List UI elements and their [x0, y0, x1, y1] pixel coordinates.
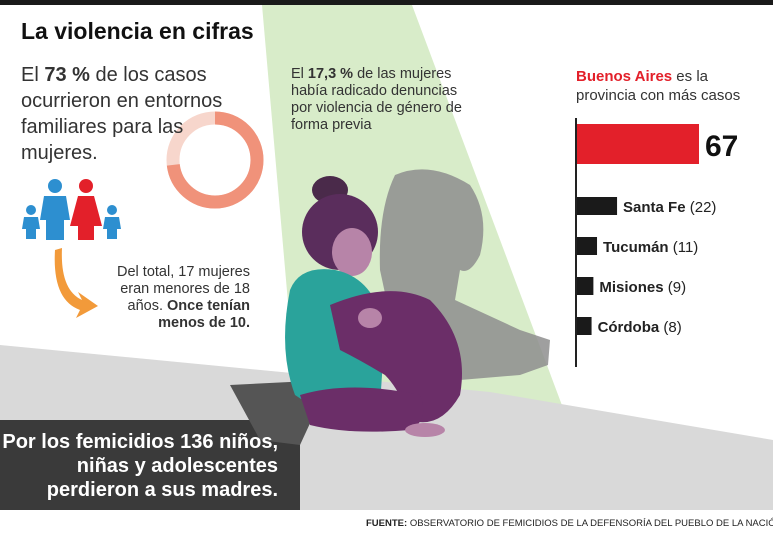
minors-text: Del total, 17 mujeres eran menores de 18…: [117, 264, 250, 331]
bar-category-label: Misiones (9): [599, 279, 686, 296]
bar-c-rdoba: [577, 317, 592, 335]
bar-misiones: [577, 277, 594, 295]
woman-figure: [285, 176, 462, 437]
bar-buenos-aires: [577, 124, 699, 164]
bar-santa-fe: [577, 197, 618, 215]
province-bar-chart: 67 Santa Fe (22) Tucumán (11) Misiones (9) C…: [575, 118, 738, 367]
minors-bold: Once tenían menos de 10.: [158, 298, 250, 331]
family-icon: [22, 179, 121, 240]
page-title: La violencia en cifras: [21, 18, 254, 44]
province-highlight: Buenos Aires: [576, 68, 673, 85]
top-bar: [0, 0, 773, 5]
donut-73: [166, 111, 264, 209]
province-heading: Buenos Aires es la provincia con más cas…: [576, 68, 741, 104]
bar-tucum-n: [577, 237, 598, 255]
bar-category-label: Santa Fe (22): [623, 199, 716, 216]
stat-73-text: El 73 % de los casos ocurrieron en entor…: [21, 64, 223, 164]
bar-category-label: Córdoba (8): [598, 319, 682, 336]
source-note: FUENTE: OBSERVATORIO DE FEMICIDIOS DE LA…: [366, 518, 773, 529]
bottom-statement: Por los femicidios 136 niños, niñas y ad…: [2, 431, 278, 501]
bar-value-label: 67: [705, 130, 738, 163]
stat-173-text: El 17,3 % de las mujeres había radicado …: [291, 66, 462, 133]
stat-73-value: 73 %: [44, 64, 90, 86]
floor-dark: [0, 420, 300, 510]
stat-173-value: 17,3 %: [307, 66, 354, 82]
curved-arrow-icon: [54, 248, 98, 318]
bar-category-label: Tucumán (11): [603, 239, 698, 256]
